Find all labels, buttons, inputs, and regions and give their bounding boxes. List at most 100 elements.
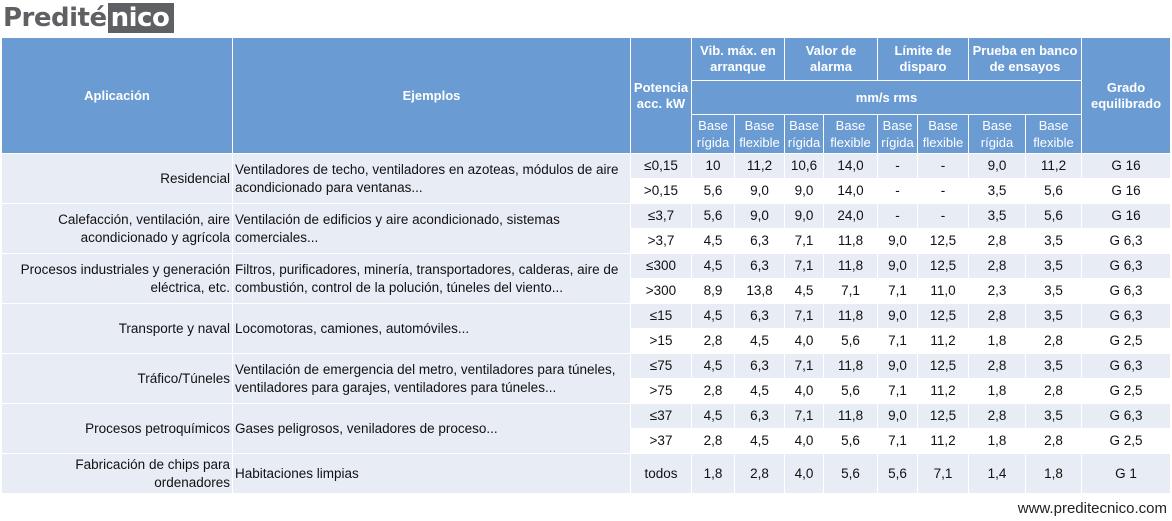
cell-grado: G 6,3 — [1081, 353, 1172, 379]
cell-value: 9,0 — [877, 403, 918, 429]
cell-value: 1,8 — [691, 453, 735, 494]
cell-ejemplos: Ventilación de emergencia del metro, ven… — [232, 353, 631, 404]
cell-value: 3,5 — [1025, 228, 1083, 254]
cell-value: 9,0 — [877, 253, 918, 279]
cell-grado: G 6,3 — [1081, 403, 1172, 429]
cell-value: 5,6 — [823, 428, 878, 454]
cell-value: 11,8 — [823, 353, 878, 379]
cell-value: 11,8 — [823, 403, 878, 429]
cell-value: 12,5 — [916, 303, 970, 329]
cell-value: 11,2 — [734, 153, 785, 179]
cell-value: 7,1 — [877, 278, 918, 304]
cell-aplicacion: Transporte y naval — [1, 303, 233, 354]
cell-value: 7,1 — [784, 403, 824, 429]
subheader-base-flexible: Base flexible — [1025, 114, 1083, 154]
subheader-base-rigida: Base rígida — [877, 114, 918, 154]
logo-part-2: nico — [107, 3, 175, 33]
cell-value: 4,5 — [691, 403, 735, 429]
cell-value: 9,0 — [734, 178, 785, 204]
table-row: Residencial Ventiladores de techo, ventil… — [1, 153, 1172, 204]
cell-value: - — [877, 153, 918, 179]
cell-grado: G 2,5 — [1081, 378, 1172, 404]
cell-aplicacion: Fabricación de chips para ordenadores — [1, 453, 233, 494]
cell-grado: G 6,3 — [1081, 303, 1172, 329]
cell-value: 5,6 — [1025, 178, 1083, 204]
cell-value: 10,6 — [784, 153, 824, 179]
cell-value: 11,0 — [916, 278, 970, 304]
cell-value: 4,0 — [784, 453, 824, 494]
cell-value: 6,3 — [734, 253, 785, 279]
table-row: >3,7 4,5 6,3 7,1 11,8 9,0 12,5 2,8 3,5 G 6,3 — [2, 228, 1172, 254]
cell-potencia: >3,7 — [630, 228, 692, 254]
cell-value: 9,0 — [968, 153, 1027, 179]
cell-ejemplos: Filtros, purificadores, minería, transpo… — [232, 253, 631, 304]
cell-value: - — [916, 153, 970, 179]
cell-value: 6,3 — [734, 403, 785, 429]
cell-value: 1,8 — [1025, 453, 1083, 494]
cell-value: 5,6 — [691, 178, 735, 204]
cell-value: 1,8 — [968, 328, 1027, 354]
header-prueba-banco: Prueba en banco de ensayos — [968, 37, 1083, 81]
cell-potencia: todos — [630, 453, 692, 494]
cell-value: 4,0 — [784, 428, 824, 454]
cell-value: 1,8 — [968, 378, 1027, 404]
header-unit: mm/s rms — [690, 80, 1083, 115]
cell-grado: G 6,3 — [1081, 278, 1172, 304]
cell-aplicacion: Calefacción, ventilación, aire acondicio… — [1, 203, 233, 254]
cell-potencia: >15 — [630, 328, 692, 354]
cell-value: 3,5 — [968, 178, 1027, 204]
cell-value: 2,8 — [968, 253, 1027, 279]
cell-value: 3,5 — [1025, 278, 1083, 304]
table-row: Procesos petroquímicos Gases peligrosos, … — [1, 403, 1172, 454]
cell-value: 4,5 — [734, 328, 785, 354]
cell-value: 4,5 — [691, 253, 735, 279]
cell-value: 5,6 — [691, 203, 735, 229]
footer-url: www.preditecnico.com — [1017, 500, 1167, 517]
vibration-table: Aplicación Ejemplos Potencia acc. kW Vib… — [1, 37, 1172, 494]
cell-grado: G 16 — [1081, 178, 1172, 204]
cell-value: 6,3 — [734, 303, 785, 329]
subheader-base-rigida: Base rígida — [784, 114, 824, 154]
table-row: Fabricación de chips para ordenadores Hab… — [1, 453, 1172, 494]
cell-ejemplos: Gases peligrosos, veniladores de proceso… — [232, 403, 631, 454]
cell-potencia: >0,15 — [630, 178, 692, 204]
cell-value: 2,8 — [1025, 428, 1083, 454]
table-row: Procesos industriales y generación eléct… — [1, 253, 1172, 304]
cell-value: 4,0 — [784, 328, 824, 354]
cell-value: 11,2 — [916, 428, 970, 454]
cell-value: 4,5 — [734, 428, 785, 454]
cell-value: 1,4 — [968, 453, 1027, 494]
cell-potencia: ≤300 — [630, 253, 692, 279]
cell-value: 5,6 — [823, 378, 878, 404]
cell-value: 2,8 — [691, 428, 735, 454]
cell-potencia: >75 — [630, 378, 692, 404]
cell-aplicacion: Procesos industriales y generación eléct… — [1, 253, 233, 304]
cell-value: 2,8 — [968, 353, 1027, 379]
cell-value: 5,6 — [823, 453, 878, 494]
cell-value: 5,6 — [823, 328, 878, 354]
cell-value: 9,0 — [877, 228, 918, 254]
cell-value: 7,1 — [877, 328, 918, 354]
cell-potencia: ≤0,15 — [630, 153, 692, 179]
cell-grado: G 16 — [1081, 153, 1172, 179]
cell-value: 7,1 — [916, 453, 970, 494]
cell-potencia: ≤3,7 — [630, 203, 692, 229]
cell-value: 2,8 — [1025, 378, 1083, 404]
cell-grado: G 6,3 — [1081, 228, 1172, 254]
header-grado: Grado equilibrado — [1081, 37, 1172, 154]
cell-value: 11,8 — [823, 253, 878, 279]
cell-value: 7,1 — [784, 228, 824, 254]
cell-aplicacion: Residencial — [1, 153, 233, 204]
cell-value: 9,0 — [877, 353, 918, 379]
subheader-base-flexible: Base flexible — [916, 114, 970, 154]
cell-grado: G 6,3 — [1081, 253, 1172, 279]
cell-potencia: >300 — [630, 278, 692, 304]
cell-value: - — [877, 203, 918, 229]
header-potencia: Potencia acc. kW — [630, 37, 692, 154]
cell-value: 7,1 — [784, 303, 824, 329]
cell-value: 12,5 — [916, 353, 970, 379]
cell-potencia: ≤37 — [630, 403, 692, 429]
cell-value: 3,5 — [1025, 353, 1083, 379]
table-row: Calefacción, ventilación, aire acondicio… — [1, 203, 1172, 254]
cell-value: 24,0 — [823, 203, 878, 229]
